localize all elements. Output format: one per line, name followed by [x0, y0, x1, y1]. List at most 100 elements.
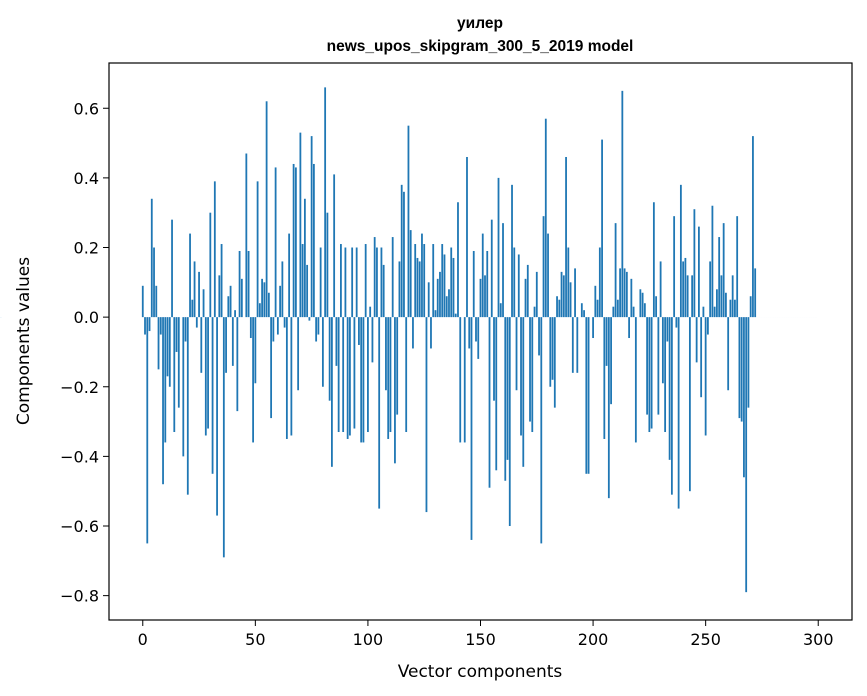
bar-85: [333, 174, 336, 318]
bar-28: [204, 317, 207, 436]
bar-66: [290, 317, 293, 436]
bar-95: [355, 247, 358, 318]
bar-123: [418, 261, 421, 318]
bar-260: [727, 317, 730, 391]
bar-50: [254, 317, 257, 384]
bar-269: [747, 317, 750, 408]
bar-202: [596, 299, 599, 318]
bar-261: [729, 299, 732, 318]
bar-97: [360, 317, 363, 443]
y-tick-label: 0.0: [74, 308, 99, 327]
bar-35: [220, 244, 223, 318]
bar-75: [310, 136, 313, 318]
bar-0: [141, 285, 144, 318]
bar-141: [459, 317, 462, 443]
plot-frame: [108, 62, 853, 621]
bar-167: [517, 254, 520, 318]
bar-124: [421, 233, 423, 318]
bar-133: [441, 244, 444, 318]
bar-266: [740, 317, 743, 422]
bar-160: [502, 223, 504, 318]
bar-103: [373, 237, 376, 318]
bar-12: [168, 317, 171, 387]
bar-267: [743, 317, 745, 478]
bar-57: [270, 317, 273, 419]
bar-72: [303, 198, 306, 318]
bar-81: [324, 87, 327, 318]
bar-215: [625, 271, 628, 318]
bar-60: [276, 317, 279, 335]
bar-217: [630, 278, 633, 318]
bar-87: [337, 317, 340, 433]
bar-223: [643, 303, 646, 318]
bar-236: [673, 216, 676, 318]
bar-203: [598, 247, 601, 318]
bar-195: [580, 303, 583, 318]
bar-248: [700, 317, 703, 398]
bar-114: [398, 261, 401, 318]
bar-65: [288, 233, 291, 318]
bar-93: [351, 247, 354, 318]
bar-154: [488, 317, 491, 488]
bar-51: [256, 181, 259, 318]
bar-212: [619, 268, 621, 318]
bar-225: [648, 317, 651, 433]
bar-82: [326, 212, 329, 318]
bar-170: [524, 278, 527, 318]
bar-36: [222, 317, 225, 558]
bar-211: [616, 299, 619, 318]
bar-88: [340, 244, 342, 318]
bar-136: [448, 289, 450, 318]
bar-11: [166, 317, 169, 377]
bar-116: [403, 191, 405, 318]
bar-174: [533, 306, 536, 318]
bar-226: [650, 317, 653, 429]
bar-52: [258, 303, 261, 318]
bar-214: [623, 268, 626, 318]
chart-title: уилер: [457, 15, 503, 32]
bar-100: [367, 317, 369, 433]
bar-155: [490, 219, 493, 318]
bar-77: [315, 317, 318, 342]
bar-90: [344, 247, 347, 318]
bar-235: [670, 317, 673, 495]
bar-163: [508, 317, 511, 527]
bar-271: [752, 136, 754, 318]
bar-137: [450, 247, 453, 318]
bar-9: [162, 317, 164, 485]
bar-20: [186, 317, 189, 495]
bar-38: [227, 296, 230, 318]
y-tick-label: 0.6: [74, 99, 99, 118]
x-axis-ticks: 0 50 100 150 200 250 300: [138, 620, 834, 649]
x-tick-label: 0: [138, 630, 148, 649]
bar-201: [594, 285, 597, 318]
bar-91: [346, 317, 349, 439]
bar-165: [513, 247, 516, 318]
bar-1: [144, 317, 146, 335]
bar-89: [342, 317, 345, 433]
bar-177: [540, 317, 543, 544]
chart-subtitle: news_upos_skipgram_300_5_2019 model: [327, 38, 634, 55]
bar-128: [430, 317, 432, 349]
bar-272: [754, 268, 757, 318]
bar-110: [389, 317, 392, 433]
bar-180: [547, 233, 549, 318]
bar-14: [173, 317, 176, 433]
bar-134: [443, 254, 446, 318]
bar-184: [556, 296, 558, 318]
bar-171: [526, 264, 529, 318]
bar-122: [416, 257, 419, 318]
bar-159: [499, 303, 502, 318]
bar-132: [439, 271, 441, 318]
bar-99: [364, 244, 367, 318]
x-tick-label: 200: [578, 630, 609, 649]
x-tick-label: 50: [245, 630, 265, 649]
bar-204: [601, 139, 603, 318]
bar-210: [614, 223, 617, 318]
bar-153: [486, 250, 489, 318]
bar-254: [713, 306, 716, 318]
bar-200: [592, 317, 594, 339]
bar-24: [195, 317, 198, 328]
bar-84: [331, 317, 333, 467]
bar-94: [353, 317, 356, 429]
